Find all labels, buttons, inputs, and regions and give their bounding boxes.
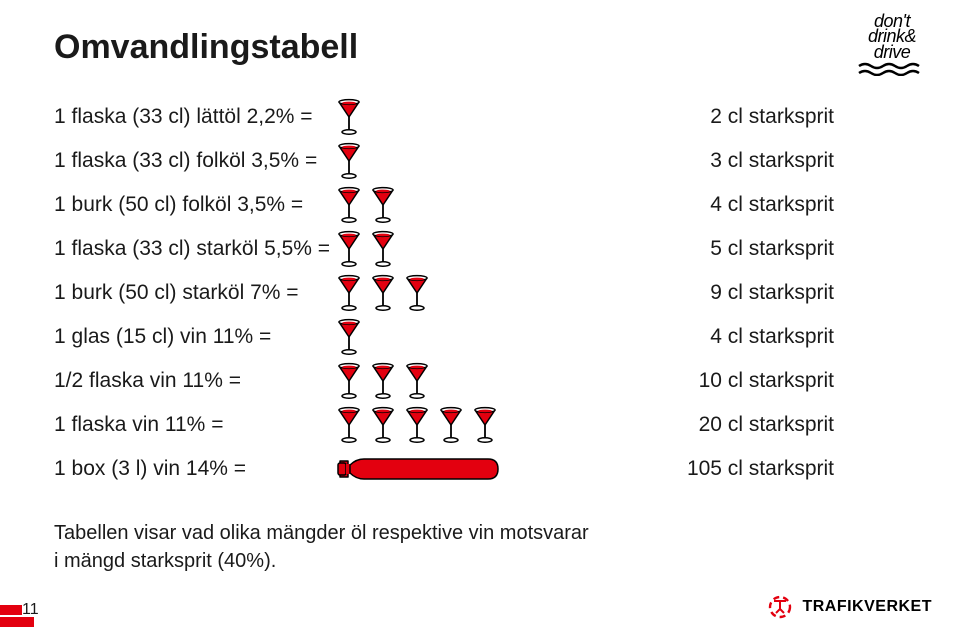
row-right-label: 20 cl starksprit — [564, 413, 834, 437]
martini-glass-icon — [402, 274, 432, 312]
row-icons — [334, 230, 564, 268]
martini-glass-icon — [368, 230, 398, 268]
martini-glass-icon — [402, 362, 432, 400]
row-left-label: 1/2 flaska vin 11% = — [54, 369, 334, 393]
row-icons — [334, 98, 564, 136]
bottle-icon — [334, 449, 504, 489]
row-right-label: 4 cl starksprit — [564, 193, 834, 217]
martini-glass-icon — [368, 274, 398, 312]
martini-glass-icon — [334, 406, 364, 444]
row-right-label: 9 cl starksprit — [564, 281, 834, 305]
row-right-label: 2 cl starksprit — [564, 105, 834, 129]
conversion-table: 1 flaska (33 cl) lättöl 2,2% = 2 cl star… — [54, 95, 834, 491]
row-left-label: 1 flaska (33 cl) lättöl 2,2% = — [54, 105, 334, 129]
row-left-label: 1 burk (50 cl) starköl 7% = — [54, 281, 334, 305]
corner-mark-icon — [0, 593, 48, 627]
martini-glass-icon — [334, 98, 364, 136]
row-icons — [334, 318, 564, 356]
row-icons — [334, 186, 564, 224]
row-icons — [334, 142, 564, 180]
row-right-label: 5 cl starksprit — [564, 237, 834, 261]
row-left-label: 1 flaska (33 cl) folköl 3,5% = — [54, 149, 334, 173]
row-left-label: 1 flaska (33 cl) starköl 5,5% = — [54, 237, 334, 261]
table-caption: Tabellen visar vad olika mängder öl resp… — [54, 519, 674, 575]
martini-glass-icon — [334, 186, 364, 224]
row-right-label: 10 cl starksprit — [564, 369, 834, 393]
row-icons — [334, 406, 564, 444]
table-row: 1 flaska vin 11% = 20 cl starksprit — [54, 403, 834, 447]
martini-glass-icon — [334, 142, 364, 180]
row-right-label: 3 cl starksprit — [564, 149, 834, 173]
trafikverket-logo: TRAFIKVERKET — [766, 593, 932, 621]
martini-glass-icon — [368, 406, 398, 444]
table-row: 1 box (3 l) vin 14% = 105 cl starksprit — [54, 447, 834, 491]
table-row: 1 burk (50 cl) starköl 7% = 9 cl starksp… — [54, 271, 834, 315]
martini-glass-icon — [402, 406, 432, 444]
page-title: Omvandlingstabell — [54, 28, 906, 67]
martini-glass-icon — [470, 406, 500, 444]
row-icons — [334, 274, 564, 312]
row-icons — [334, 362, 564, 400]
row-right-label: 105 cl starksprit — [564, 457, 834, 481]
row-icons — [334, 449, 564, 489]
row-left-label: 1 flaska vin 11% = — [54, 413, 334, 437]
martini-glass-icon — [436, 406, 466, 444]
row-right-label: 4 cl starksprit — [564, 325, 834, 349]
row-left-label: 1 burk (50 cl) folköl 3,5% = — [54, 193, 334, 217]
row-left-label: 1 box (3 l) vin 14% = — [54, 457, 334, 481]
martini-glass-icon — [334, 318, 364, 356]
table-row: 1 burk (50 cl) folköl 3,5% = 4 cl starks… — [54, 183, 834, 227]
martini-glass-icon — [334, 230, 364, 268]
martini-glass-icon — [368, 362, 398, 400]
martini-glass-icon — [334, 274, 364, 312]
table-row: 1 glas (15 cl) vin 11% = 4 cl starksprit — [54, 315, 834, 359]
martini-glass-icon — [368, 186, 398, 224]
table-row: 1 flaska (33 cl) lättöl 2,2% = 2 cl star… — [54, 95, 834, 139]
martini-glass-icon — [334, 362, 364, 400]
dont-drink-and-drive-logo: don't drink& drive — [852, 14, 932, 81]
row-left-label: 1 glas (15 cl) vin 11% = — [54, 325, 334, 349]
table-row: 1 flaska (33 cl) starköl 5,5% = 5 cl sta… — [54, 227, 834, 271]
table-row: 1/2 flaska vin 11% = 10 cl starksprit — [54, 359, 834, 403]
table-row: 1 flaska (33 cl) folköl 3,5% = 3 cl star… — [54, 139, 834, 183]
